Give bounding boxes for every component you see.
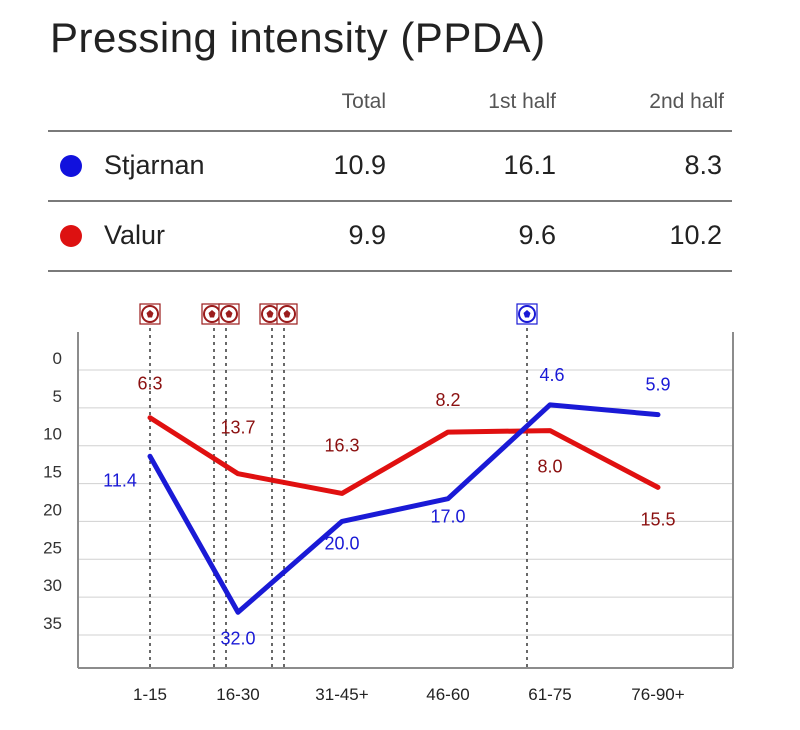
y-tick-label: 0	[53, 349, 62, 368]
team-name: Stjarnan	[104, 150, 205, 180]
data-label-stjarnan: 11.4	[103, 470, 137, 490]
value-second-half: 10.2	[669, 220, 722, 250]
value-second-half: 8.3	[684, 150, 722, 180]
value-total: 9.9	[348, 220, 386, 250]
data-label-stjarnan: 32.0	[220, 628, 255, 648]
data-label-valur: 15.5	[640, 509, 675, 529]
value-first-half: 16.1	[503, 150, 556, 180]
x-tick-label: 31-45+	[315, 685, 368, 704]
stjarnan-color-dot	[60, 155, 82, 177]
value-first-half: 9.6	[518, 220, 556, 250]
x-tick-label: 16-30	[216, 685, 259, 704]
column-header-first-half: 1st half	[488, 90, 556, 113]
summary-header: Total 1st half 2nd half	[48, 80, 732, 132]
valur-color-dot	[60, 225, 82, 247]
chart-title: Pressing intensity (PPDA)	[50, 14, 546, 61]
soccer-ball-icon-patch	[225, 310, 233, 318]
summary-row-stjarnan: Stjarnan 10.9 16.1 8.3	[48, 132, 732, 202]
y-tick-label: 15	[43, 463, 62, 482]
column-header-total: Total	[341, 90, 386, 113]
x-tick-label: 46-60	[426, 685, 469, 704]
x-tick-label: 61-75	[528, 685, 571, 704]
x-tick-label: 1-15	[133, 685, 167, 704]
summary-row-valur: Valur 9.9 9.6 10.2	[48, 202, 732, 272]
soccer-ball-icon-patch	[523, 310, 531, 318]
y-tick-label: 5	[53, 387, 62, 406]
team-name: Valur	[104, 220, 166, 250]
data-label-valur: 6.3	[137, 374, 162, 394]
ppda-line-chart: 0 5 10 15 20 25 30 35 1-15 16-30 31-45+ 46-60 61-75 7…	[43, 303, 734, 704]
data-label-valur: 8.0	[537, 457, 562, 477]
data-label-valur: 13.7	[220, 418, 255, 438]
summary-table: Total 1st half 2nd half Stjarnan 10.9 16…	[48, 80, 732, 272]
y-tick-label: 20	[43, 500, 62, 519]
data-label-stjarnan: 20.0	[324, 533, 359, 553]
y-tick-label: 25	[43, 538, 62, 557]
series-line-stjarnan	[147, 402, 661, 615]
soccer-ball-icon-patch	[208, 310, 216, 318]
data-label-valur: 8.2	[435, 390, 460, 410]
y-tick-label: 35	[43, 614, 62, 633]
y-tick-label: 30	[43, 576, 62, 595]
value-total: 10.9	[333, 150, 386, 180]
series-line-valur	[147, 415, 661, 496]
data-label-stjarnan: 17.0	[430, 507, 465, 527]
x-tick-label: 76-90+	[631, 685, 684, 704]
soccer-ball-icon-patch	[283, 310, 291, 318]
data-label-valur: 16.3	[324, 435, 359, 455]
soccer-ball-icon-patch	[266, 310, 274, 318]
column-header-second-half: 2nd half	[649, 90, 724, 113]
soccer-ball-icon-patch	[146, 310, 154, 318]
data-label-stjarnan: 4.6	[539, 365, 564, 385]
data-label-stjarnan: 5.9	[645, 375, 670, 395]
y-tick-label: 10	[43, 425, 62, 444]
